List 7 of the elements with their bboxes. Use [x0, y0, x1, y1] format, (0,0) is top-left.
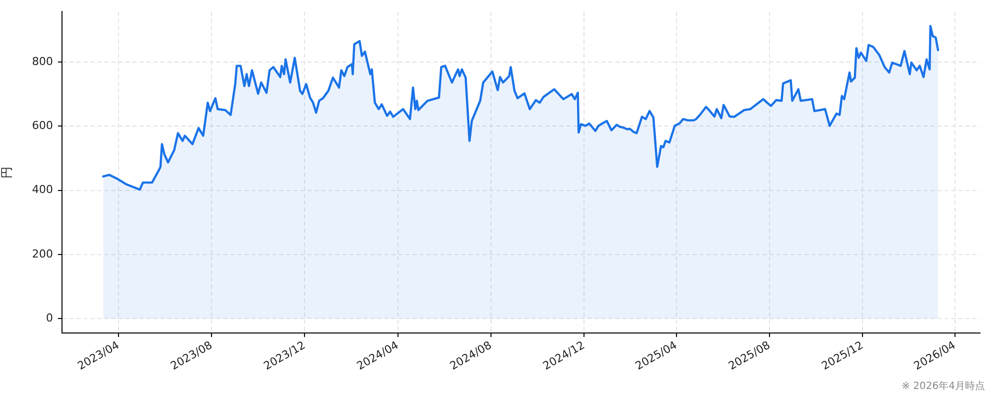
y-tick-label: 200 — [32, 247, 53, 260]
y-axis-title: 円 — [0, 166, 14, 178]
y-tick-label: 400 — [32, 183, 53, 196]
y-tick-label: 0 — [46, 311, 53, 324]
y-tick-label: 800 — [32, 54, 53, 68]
text: ※ 2026年4月時点 — [902, 380, 985, 393]
y-tick-label: 600 — [32, 118, 53, 132]
